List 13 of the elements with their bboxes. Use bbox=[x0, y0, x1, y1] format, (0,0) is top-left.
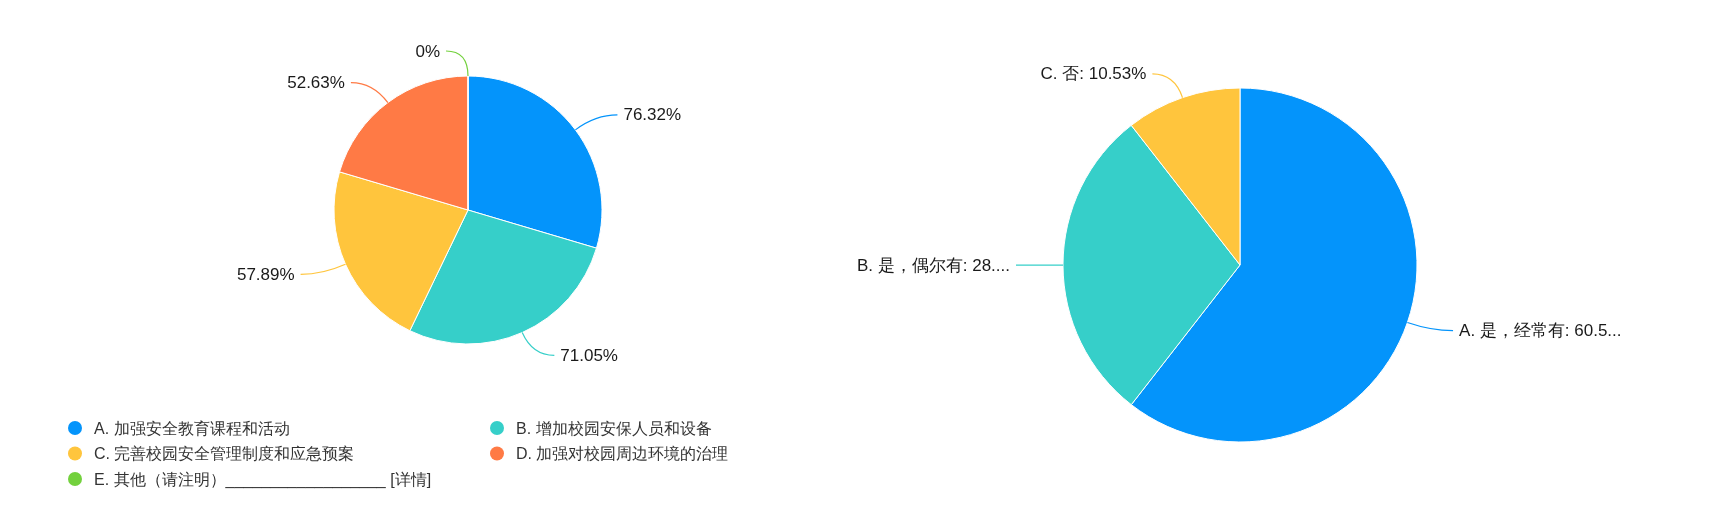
text: 0% bbox=[415, 41, 440, 61]
data-label: 57.89% bbox=[236, 264, 295, 284]
legend-label: A. 加强安全教育课程和活动 bbox=[94, 419, 290, 437]
legend-label: E. 其他（请注明）__________________ [详情] bbox=[94, 470, 432, 489]
legend-label: B. 增加校园安保人员和设备 bbox=[516, 419, 712, 437]
slice-label: C. 否: 10.53% bbox=[1040, 64, 1147, 84]
slice-label: A. 是，经常有: 60.5... bbox=[1459, 321, 1622, 341]
data-label: 71.05% bbox=[560, 345, 619, 365]
slice-label: B. 是，偶尔有: 28.... bbox=[856, 255, 1010, 275]
legend-label: C. 完善校园安全管理制度和应急预案 bbox=[94, 445, 355, 462]
data-label: 76.32% bbox=[623, 105, 682, 125]
data-label: 52.63% bbox=[287, 73, 345, 93]
legend-label: D. 加强对校园周边环境的治理 bbox=[516, 445, 729, 462]
